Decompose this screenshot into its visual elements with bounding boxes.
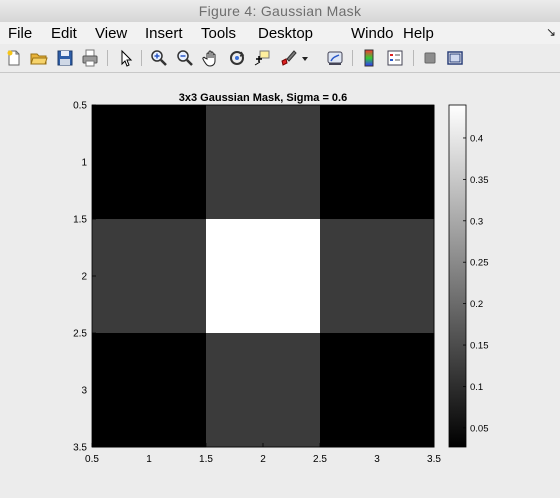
toolbar-separator xyxy=(413,50,414,66)
menu-view[interactable]: View xyxy=(95,25,128,42)
y-tick-label: 2 xyxy=(81,272,87,283)
colorbar-tick-label: 0.2 xyxy=(470,299,483,310)
x-tick-label: 3.5 xyxy=(427,454,441,465)
toolbar-separator xyxy=(107,50,108,66)
menu-file[interactable]: File xyxy=(8,25,33,42)
colorbar-tick-label: 0.3 xyxy=(470,216,483,227)
toolbar-separator xyxy=(141,50,142,66)
heatmap-cell xyxy=(320,333,435,448)
colorbar-tick-label: 0.15 xyxy=(470,341,489,352)
heatmap-cell xyxy=(92,219,207,334)
menu-desktop[interactable]: Desktop xyxy=(258,25,314,42)
data-cursor-icon[interactable] xyxy=(253,49,271,67)
colorbar-tick-label: 0.25 xyxy=(470,258,489,269)
y-tick-label: 3.5 xyxy=(73,443,87,454)
zoom-out-icon[interactable] xyxy=(176,49,194,67)
y-tick-label: 1 xyxy=(81,158,87,169)
heatmap-cell xyxy=(320,105,435,220)
legend-icon[interactable] xyxy=(386,49,404,67)
menu-insert[interactable]: Insert xyxy=(145,25,183,42)
menu-tools[interactable]: Tools xyxy=(201,25,237,42)
brush-icon[interactable] xyxy=(279,49,297,67)
print-icon[interactable] xyxy=(81,49,99,67)
colorbar-tick-label: 0.1 xyxy=(470,382,483,393)
figure-toolbar xyxy=(0,44,560,73)
heatmap-cell xyxy=(206,105,321,220)
save-icon[interactable] xyxy=(56,49,74,67)
show-plot-tools-icon[interactable] xyxy=(446,49,464,67)
window-titlebar: Figure 4: Gaussian Mask xyxy=(0,0,560,23)
brush-dropdown-icon[interactable] xyxy=(299,49,311,67)
colorbar xyxy=(448,104,467,448)
heatmap-cell xyxy=(92,105,207,220)
zoom-in-icon[interactable] xyxy=(150,49,168,67)
heatmap-cell xyxy=(92,333,207,448)
menu-window[interactable]: Windo xyxy=(351,25,394,42)
pan-hand-icon[interactable] xyxy=(202,49,220,67)
link-plot-icon[interactable] xyxy=(326,49,344,67)
new-file-icon[interactable] xyxy=(5,49,23,67)
rotate-3d-icon[interactable] xyxy=(228,49,246,67)
y-tick-label: 3 xyxy=(81,386,87,397)
colorbar-icon[interactable] xyxy=(360,49,378,67)
open-folder-icon[interactable] xyxy=(30,49,48,67)
menu-help[interactable]: Help xyxy=(403,25,434,42)
colorbar-tick-label: 0.4 xyxy=(470,133,483,144)
pointer-icon[interactable] xyxy=(117,49,135,67)
x-tick-label: 3 xyxy=(374,454,380,465)
heatmap-cell xyxy=(206,333,321,448)
chart-title: 3x3 Gaussian Mask, Sigma = 0.6 xyxy=(179,92,347,104)
menu-dock-arrow-icon[interactable]: ↘ xyxy=(545,25,556,39)
x-tick-label: 0.5 xyxy=(85,454,99,465)
hide-plot-tools-icon[interactable] xyxy=(421,49,439,67)
heatmap-cell xyxy=(206,219,321,334)
menu-bar: File Edit View Insert Tools Desktop Wind… xyxy=(0,22,560,44)
y-tick-label: 1.5 xyxy=(73,215,87,226)
window-title: Figure 4: Gaussian Mask xyxy=(198,3,362,19)
heatmap-chart: 3x3 Gaussian Mask, Sigma = 0.6 0.5 1 1.5 2 2… xyxy=(73,92,489,465)
y-tick-label: 2.5 xyxy=(73,329,87,340)
x-tick-label: 2 xyxy=(260,454,266,465)
colorbar-tick-label: 0.35 xyxy=(470,175,489,186)
y-tick-label: 0.5 xyxy=(73,101,87,112)
x-tick-label: 1 xyxy=(146,454,152,465)
x-tick-label: 1.5 xyxy=(199,454,213,465)
colorbar-tick-label: 0.05 xyxy=(470,423,489,434)
figure-canvas: 3x3 Gaussian Mask, Sigma = 0.6 0.5 1 1.5 2 2… xyxy=(0,73,560,493)
toolbar-separator xyxy=(352,50,353,66)
heatmap-cell xyxy=(320,219,435,334)
x-tick-label: 2.5 xyxy=(313,454,327,465)
menu-edit[interactable]: Edit xyxy=(51,25,77,42)
